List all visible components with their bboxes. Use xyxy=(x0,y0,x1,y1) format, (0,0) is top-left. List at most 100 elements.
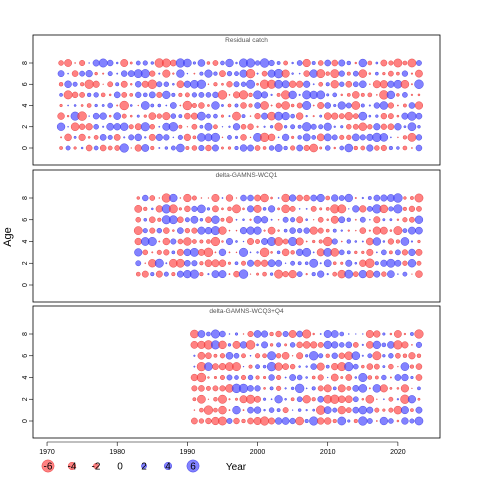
residual-point xyxy=(247,385,254,392)
residual-point xyxy=(242,409,245,412)
residual-point xyxy=(217,90,228,100)
residual-point xyxy=(312,251,315,254)
residual-point xyxy=(65,145,71,151)
residual-point xyxy=(205,417,212,425)
residual-point xyxy=(172,72,175,75)
residual-point xyxy=(107,81,114,88)
residual-point xyxy=(288,330,297,338)
residual-point xyxy=(332,407,338,413)
residual-point xyxy=(207,197,210,199)
residual-point xyxy=(345,407,352,413)
residual-point xyxy=(415,69,423,78)
residual-point xyxy=(317,216,324,223)
residual-point xyxy=(123,136,126,139)
residual-point xyxy=(199,407,204,413)
residual-point xyxy=(71,91,79,99)
residual-point xyxy=(414,101,423,110)
residual-point xyxy=(388,70,394,77)
residual-point xyxy=(136,114,140,118)
residual-point xyxy=(373,123,381,131)
residual-point xyxy=(276,374,282,381)
residual-point xyxy=(337,204,347,214)
residual-point xyxy=(354,61,357,65)
residual-point xyxy=(311,272,316,277)
residual-point xyxy=(323,384,332,393)
residual-point xyxy=(197,351,206,360)
residual-point xyxy=(387,80,395,88)
residual-point xyxy=(93,135,99,140)
residual-point xyxy=(179,197,182,199)
residual-point xyxy=(72,81,78,87)
residual-point xyxy=(256,251,259,254)
residual-point xyxy=(375,420,378,422)
residual-point xyxy=(191,385,198,392)
residual-point xyxy=(158,125,161,128)
residual-point xyxy=(143,92,148,98)
residual-point xyxy=(247,406,254,414)
residual-point xyxy=(393,204,403,214)
residual-point xyxy=(154,258,164,268)
residual-point xyxy=(189,269,199,279)
residual-point xyxy=(386,90,396,100)
residual-point xyxy=(326,93,330,97)
residual-point xyxy=(296,374,303,381)
residual-point xyxy=(402,206,407,211)
residual-point xyxy=(162,90,171,99)
residual-point xyxy=(73,135,77,139)
panel-frame xyxy=(32,34,441,166)
residual-point xyxy=(135,60,141,66)
residual-point xyxy=(319,262,322,265)
residual-point xyxy=(262,146,267,150)
residual-point xyxy=(346,93,351,97)
residual-point xyxy=(346,239,351,244)
residual-point xyxy=(375,114,379,118)
residual-point xyxy=(358,270,367,279)
residual-point xyxy=(135,91,142,98)
residual-point xyxy=(400,384,409,393)
residual-point xyxy=(400,237,410,246)
residual-point xyxy=(121,70,128,77)
residual-point xyxy=(346,217,351,222)
residual-point xyxy=(311,375,316,380)
residual-point xyxy=(150,61,154,65)
residual-point xyxy=(284,376,287,379)
residual-point xyxy=(235,197,238,199)
residual-point xyxy=(290,103,295,108)
residual-point xyxy=(225,194,234,202)
residual-point xyxy=(134,237,142,246)
residual-point xyxy=(354,261,358,265)
residual-point xyxy=(178,207,182,211)
residual-point xyxy=(218,405,227,415)
residual-point xyxy=(374,375,379,380)
residual-point xyxy=(332,386,337,391)
residual-point xyxy=(402,353,408,358)
residual-point xyxy=(331,112,339,120)
residual-point xyxy=(228,333,231,335)
residual-point xyxy=(207,376,210,379)
residual-point xyxy=(416,206,422,212)
residual-point xyxy=(295,416,304,426)
residual-point xyxy=(115,82,120,87)
residual-point xyxy=(327,376,329,379)
residual-point xyxy=(204,259,213,267)
residual-point xyxy=(200,197,203,199)
residual-point xyxy=(263,408,266,412)
panel-1: Residual catch 0 2 4 6 8 xyxy=(22,34,441,166)
residual-point xyxy=(218,340,227,350)
residual-point xyxy=(263,125,266,128)
residual-point xyxy=(206,385,211,391)
x-tick-label: 1970 xyxy=(39,449,55,456)
residual-point xyxy=(319,146,323,150)
residual-point xyxy=(80,104,84,107)
residual-point xyxy=(248,92,253,98)
residual-point xyxy=(309,258,319,268)
residual-point xyxy=(296,396,303,403)
residual-point xyxy=(241,260,246,266)
residual-point xyxy=(190,215,199,224)
residual-point xyxy=(323,133,332,142)
residual-point xyxy=(354,250,358,255)
residual-point xyxy=(211,270,220,278)
residual-point xyxy=(352,113,359,119)
residual-point xyxy=(261,216,269,224)
residual-point xyxy=(247,417,254,425)
